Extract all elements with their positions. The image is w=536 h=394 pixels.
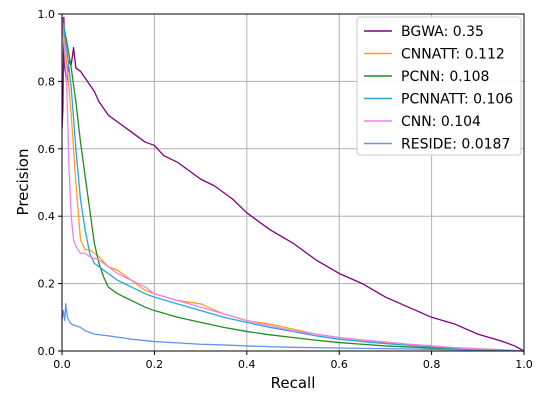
y-tick-label: 0.6 <box>38 143 56 156</box>
y-tick-label: 0.8 <box>38 75 56 88</box>
plot-frame <box>61 13 525 352</box>
series-lines <box>61 16 525 352</box>
legend-label: CNNATT: 0.112 <box>401 47 505 63</box>
x-tick-label: 0.0 <box>53 358 71 371</box>
legend-box <box>356 16 522 156</box>
x-tick-label: 0.8 <box>423 358 441 371</box>
series-line-2 <box>61 17 525 352</box>
y-tick-label: 1.0 <box>38 8 56 21</box>
legend-label: RESIDE: 0.0187 <box>401 137 510 153</box>
y-tick-label: 0.4 <box>38 210 56 223</box>
y-tick-label: 0.2 <box>38 278 56 291</box>
x-tick-label: 0.2 <box>146 358 164 371</box>
legend-label: PCNN: 0.108 <box>401 69 489 85</box>
series-line-4 <box>61 17 525 352</box>
y-tick-label: 0.0 <box>38 345 56 358</box>
series-line-0 <box>61 16 525 352</box>
y-axis-label: Precision <box>14 149 32 216</box>
x-tick-label: 0.4 <box>238 358 256 371</box>
legend: BGWA: 0.35 CNNATT: 0.112 PCNN: 0.108 PCNNAT… <box>356 16 522 156</box>
legend-label: BGWA: 0.35 <box>401 24 484 40</box>
x-axis-label: Recall <box>271 374 316 392</box>
legend-label: PCNNATT: 0.106 <box>401 92 513 108</box>
legend-label: CNN: 0.104 <box>401 114 481 130</box>
x-tick-label: 1.0 <box>515 358 533 371</box>
x-tick-label: 0.6 <box>330 358 348 371</box>
series-line-3 <box>61 17 525 352</box>
axis-ticks: 0.0 0.2 0.4 0.6 0.8 1.0 0.0 0.2 0.4 0.6 0.8 1.0 <box>38 8 533 371</box>
series-line-5 <box>61 303 525 352</box>
